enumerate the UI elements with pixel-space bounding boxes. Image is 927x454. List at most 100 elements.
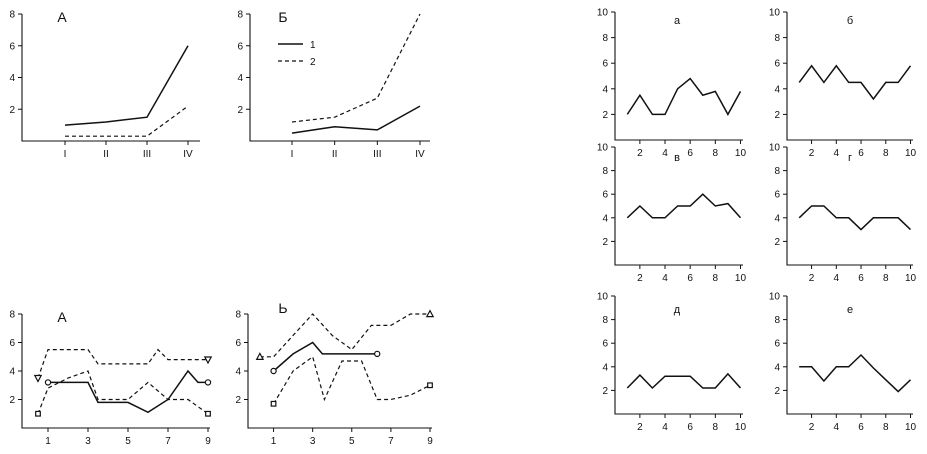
x-tick-label: III: [373, 149, 381, 160]
series-2-start-marker: [255, 352, 265, 360]
panel-title: е: [847, 304, 853, 316]
axis-lines: [21, 314, 210, 429]
y-tick-label: 2: [602, 237, 608, 248]
y-tick-label: 6: [602, 339, 608, 350]
x-tick-label: 2: [637, 422, 643, 433]
y-tick-label: 8: [9, 310, 15, 321]
y-tick-label: 6: [602, 59, 608, 70]
chart-panel-right-e: 2 4 6 8 10 2 4 6 8 10 е: [769, 292, 917, 434]
y-tick-label: 4: [235, 367, 241, 378]
series-line-1: [798, 205, 912, 231]
axis-lines: [786, 296, 913, 415]
y-tick-label: 4: [774, 84, 780, 95]
x-tick-label: 10: [905, 148, 917, 159]
x-tick-label: 10: [735, 422, 747, 433]
series-2-start-marker: [33, 374, 43, 383]
axis-lines: [249, 14, 430, 142]
x-tick-label: 1: [45, 436, 51, 447]
series-1-end-marker: [374, 350, 381, 358]
series-2-end-marker: [425, 309, 435, 318]
legend-label: 1: [310, 40, 316, 51]
legend: 12: [278, 40, 316, 68]
x-tick-label: II: [103, 149, 109, 160]
y-tick-label: 10: [769, 292, 781, 303]
y-tick-label: 6: [774, 339, 780, 350]
y-tick-label: 4: [9, 73, 15, 84]
x-tick-label: 8: [883, 148, 889, 159]
y-tick-label: 2: [237, 105, 243, 116]
y-tick-label: 10: [597, 8, 609, 19]
series-line-3: [37, 370, 209, 415]
y-tick-label: 8: [237, 10, 243, 21]
series-line-3: [273, 355, 431, 405]
panel-title: г: [848, 152, 852, 164]
x-tick-label: 1: [271, 436, 277, 447]
series-line-2: [259, 313, 430, 358]
x-tick-label: 8: [883, 422, 889, 433]
panel-title: А: [57, 309, 67, 325]
chart-panel-right-b: 2 4 6 8 10 2 4 6 8 10 б: [769, 8, 917, 160]
axis-lines: [247, 314, 432, 429]
y-tick-label: 8: [602, 166, 608, 177]
y-tick-label: 6: [237, 41, 243, 52]
x-tick-label: 10: [905, 422, 917, 433]
x-tick-label: 8: [883, 273, 889, 284]
y-tick-label: 2: [602, 110, 608, 121]
chart-panel-right-g: 2 4 6 8 10 2 4 6 8 10 г: [769, 143, 917, 285]
series-2-end-marker: [203, 356, 213, 365]
series-3-start-marker: [270, 400, 277, 407]
x-tick-label: 10: [735, 273, 747, 284]
axis-lines: [614, 296, 743, 415]
y-tick-label: 4: [602, 362, 608, 373]
panel-title: д: [674, 304, 681, 316]
series-1-start-marker: [270, 367, 277, 375]
y-tick-label: 8: [9, 10, 15, 21]
y-tick-label: 4: [9, 367, 15, 378]
y-tick-label: 10: [769, 143, 781, 154]
panel-title: Ь: [278, 300, 287, 316]
x-tick-label: 4: [834, 273, 840, 284]
x-tick-label: 2: [637, 273, 643, 284]
y-tick-label: 8: [235, 310, 241, 321]
y-tick-label: 2: [774, 237, 780, 248]
x-tick-label: 2: [809, 422, 815, 433]
x-tick-label: 7: [388, 436, 394, 447]
axis-lines: [21, 14, 200, 142]
x-tick-label: 8: [713, 273, 719, 284]
axis-lines: [614, 147, 743, 266]
x-tick-label: 6: [858, 148, 864, 159]
chart-panel-right-a: 2 4 6 8 10 2 4 6 8 10 а: [597, 8, 747, 160]
x-tick-label: 2: [809, 148, 815, 159]
y-tick-label: 4: [774, 362, 780, 373]
x-tick-label: 3: [85, 436, 91, 447]
series-line-2: [65, 105, 189, 137]
x-tick-label: 9: [427, 436, 433, 447]
x-tick-label: I: [291, 149, 294, 160]
y-tick-label: 10: [769, 8, 781, 19]
y-tick-label: 10: [597, 143, 609, 154]
x-tick-label: 6: [687, 148, 693, 159]
series-line-1: [64, 45, 189, 126]
x-tick-label: 4: [662, 422, 668, 433]
y-tick-label: 4: [602, 84, 608, 95]
y-tick-label: 2: [602, 386, 608, 397]
x-tick-label: IV: [183, 149, 193, 160]
axis-lines: [786, 12, 913, 141]
chart-panel-bottom-a: 2 4 6 8 1 3 5 7 9 А: [9, 309, 213, 447]
panel-title: б: [847, 15, 853, 27]
x-tick-label: 6: [858, 273, 864, 284]
series-line-1: [626, 372, 742, 390]
y-tick-label: 4: [774, 213, 780, 224]
series-3-end-marker: [427, 382, 433, 389]
y-tick-label: 4: [237, 73, 243, 84]
series-line-1: [48, 369, 208, 414]
x-tick-label: 3: [310, 436, 316, 447]
x-tick-label: 5: [125, 436, 131, 447]
series-line-1: [626, 193, 742, 219]
series-line-1: [291, 105, 421, 134]
x-tick-label: 4: [834, 422, 840, 433]
series-line-1: [273, 341, 378, 372]
panel-title: А: [57, 9, 67, 25]
